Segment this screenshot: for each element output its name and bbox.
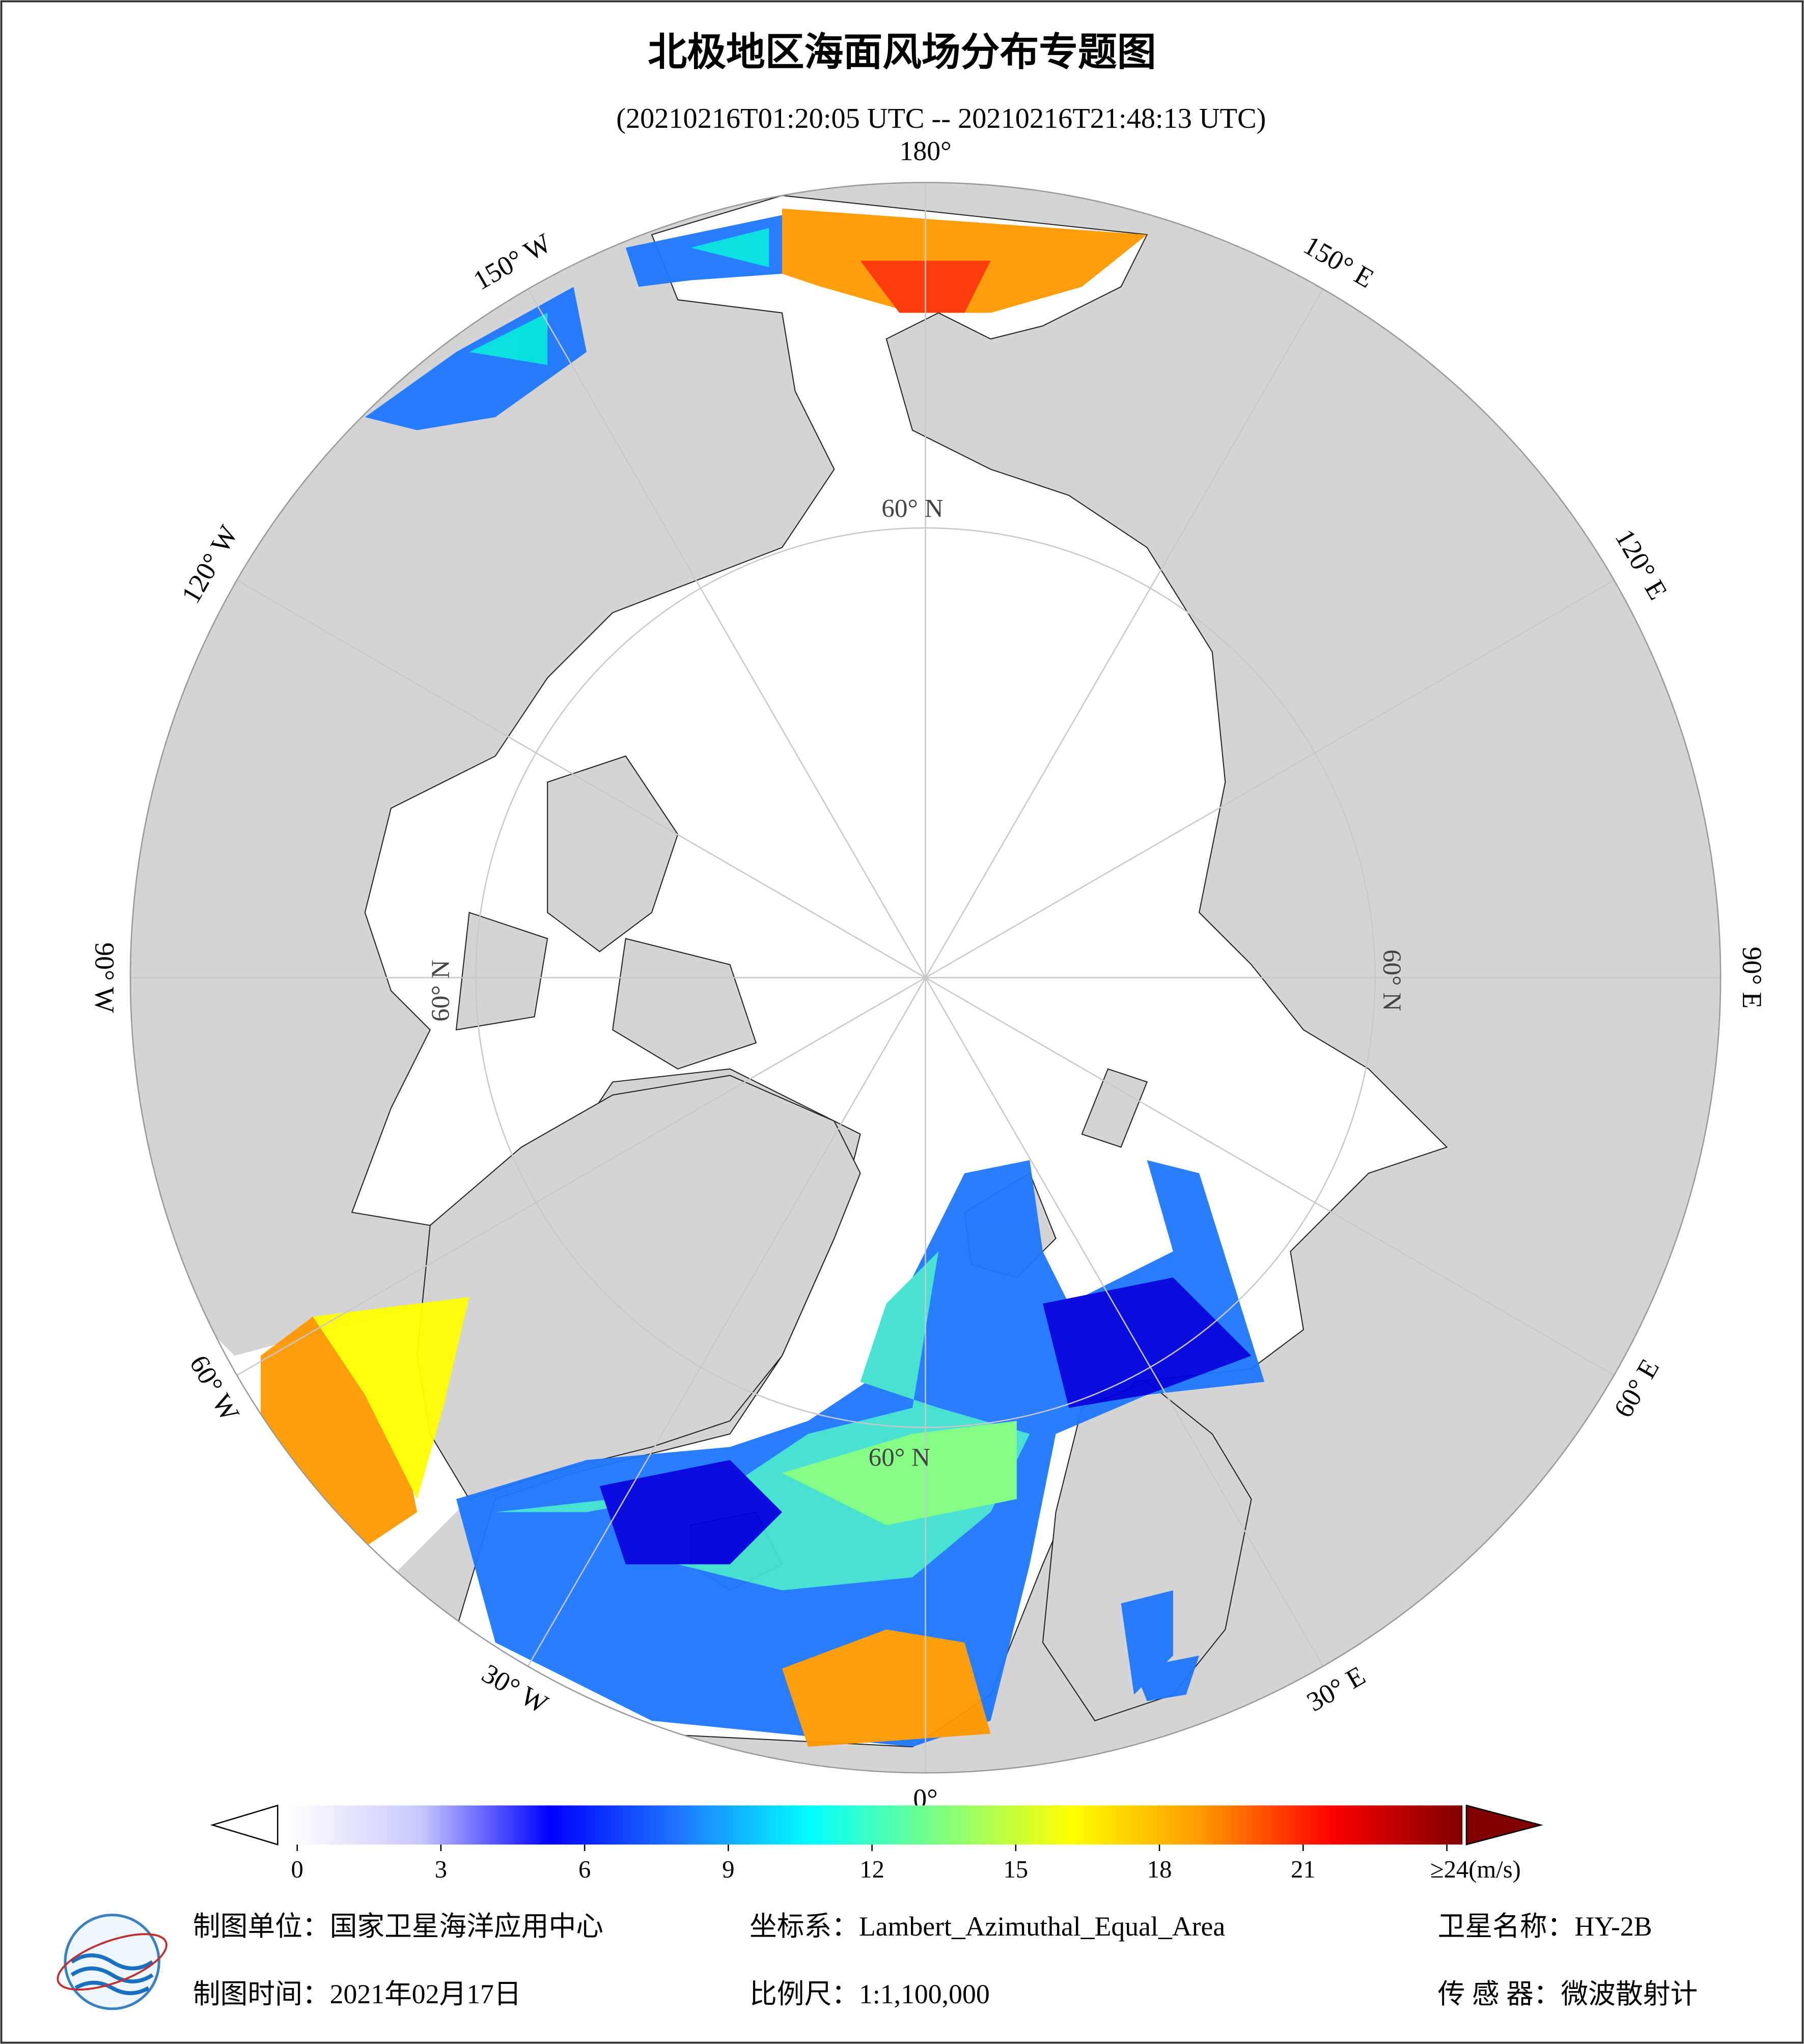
footer-date: 制图时间：2021年02月17日 <box>193 1979 521 2009</box>
colorbar-tick-label: 21 <box>1291 1856 1316 1883</box>
latitude-label: 60° N <box>869 1443 930 1472</box>
longitude-label: 90° E <box>1737 947 1767 1009</box>
longitude-label: 90° W <box>89 942 120 1013</box>
logo <box>57 1913 168 2010</box>
colorbar-tick-label: 9 <box>722 1856 734 1883</box>
subtitle: (20210216T01:20:05 UTC -- 20210216T21:48… <box>616 103 1266 134</box>
colorbar-tick-label: 6 <box>578 1856 591 1883</box>
meridian <box>527 289 926 978</box>
map-border <box>129 182 1722 1774</box>
meridian <box>925 579 1615 978</box>
footer-crs: 坐标系：Lambert_Azimuthal_Equal_Area <box>750 1911 1225 1942</box>
colorbar-tick-label: 15 <box>1004 1856 1029 1883</box>
title: 北极地区海面风场分布专题图 <box>648 30 1156 75</box>
latitude-label: 60° N <box>1377 949 1406 1011</box>
colorbar-ramp <box>289 1805 1463 1845</box>
latitude-label: 60° N <box>426 960 455 1021</box>
meridian <box>236 579 926 978</box>
footer-satellite: 卫星名称：HY-2B <box>1438 1911 1652 1942</box>
colorbar-tick-label: ≥24(m/s) <box>1430 1856 1521 1883</box>
canadian-islands <box>455 755 757 1070</box>
meridian <box>236 977 926 1376</box>
meridian <box>925 977 1324 1667</box>
colorbar-tick-label: 3 <box>435 1856 447 1883</box>
colorbar-tick-label: 12 <box>859 1856 884 1883</box>
colorbar: 0 3 6 9 12 15 18 21 ≥24(m/s) <box>210 1804 1543 1883</box>
greenland <box>417 1075 861 1500</box>
colorbar-tick-label: 0 <box>291 1856 303 1883</box>
colorbar-min-arrow <box>210 1804 279 1845</box>
meridian <box>925 977 1615 1376</box>
graticule <box>130 182 1721 1773</box>
colorbar-tick-label: 18 <box>1147 1856 1172 1883</box>
longitude-label: 180° <box>900 135 952 166</box>
meridian <box>527 977 926 1667</box>
scandinavia <box>1042 1381 1252 1722</box>
footer-scale: 比例尺：1:1,100,000 <box>750 1979 990 2009</box>
wind-field <box>260 208 1265 1747</box>
latitude-label: 60° N <box>881 494 943 523</box>
footer-unit: 制图单位：国家卫星海洋应用中心 <box>193 1911 603 1942</box>
map <box>130 182 1721 1773</box>
footer-sensor: 传 感 器：微波散射计 <box>1438 1979 1698 2009</box>
colorbar-max-arrow <box>1465 1804 1543 1845</box>
meridian <box>925 289 1324 978</box>
